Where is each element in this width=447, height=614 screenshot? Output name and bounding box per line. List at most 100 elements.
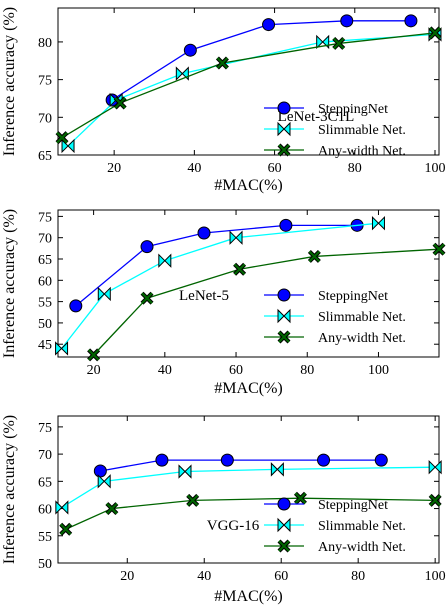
y-tick-label: 60 xyxy=(38,274,52,289)
x-tick-label: 40 xyxy=(187,161,201,176)
data-point-any-width-net xyxy=(87,348,101,362)
data-point-slimmable-net xyxy=(229,230,243,245)
chart-panel-2: 20 40 60 80 100 45 50 55 60 65 70 75 #MAC(%) Inferenc… xyxy=(1,209,446,397)
legend-label-steppingnet: SteppingNet xyxy=(318,102,388,117)
y-tick-label: 70 xyxy=(38,232,52,247)
x-tick-label: 20 xyxy=(107,161,121,176)
data-point-any-width-net xyxy=(428,493,442,507)
plot-frame xyxy=(57,209,440,358)
series-line-slimmable-net xyxy=(61,222,379,349)
legend: SteppingNet Slimmable Net. Any-width Net. xyxy=(264,288,406,346)
y-tick-label: 75 xyxy=(38,421,52,436)
legend-label-slimmable-net: Slimmable Net. xyxy=(318,310,406,325)
data-point-any-width-net xyxy=(233,262,247,276)
y-tick-label: 50 xyxy=(38,317,52,332)
legend-marker-any-width-net xyxy=(277,330,291,344)
y-tick-label: 60 xyxy=(38,503,52,518)
data-point-steppingnet xyxy=(69,299,83,313)
y-tick-label: 55 xyxy=(38,530,52,545)
y-tick-label: 75 xyxy=(38,210,52,225)
data-point-any-width-net xyxy=(307,249,321,263)
legend-label-slimmable-net: Slimmable Net. xyxy=(318,519,406,534)
data-point-slimmable-net xyxy=(55,341,69,356)
data-point-any-width-net xyxy=(293,491,307,505)
y-tick-label: 45 xyxy=(38,338,52,353)
data-point-slimmable-net xyxy=(178,464,192,479)
x-tick-label: 20 xyxy=(87,363,101,378)
legend-label-any-width-net: Any-width Net. xyxy=(318,331,406,346)
y-axis-label: Inference accuracy (%) xyxy=(1,7,18,156)
y-tick-label: 75 xyxy=(38,74,52,89)
data-point-steppingnet xyxy=(340,14,354,28)
data-point-any-width-net xyxy=(140,291,154,305)
plot-frame xyxy=(57,7,440,156)
x-tick-label: 60 xyxy=(268,161,282,176)
chart-panel-3: 20 40 60 80 100 50 55 60 65 70 75 #MAC(%) Inference … xyxy=(1,415,446,605)
y-tick-label: 70 xyxy=(38,111,52,126)
plot-data xyxy=(55,216,446,362)
legend-marker-any-width-net xyxy=(277,143,291,157)
data-point-slimmable-net xyxy=(55,500,69,515)
plot-data xyxy=(55,14,442,154)
data-point-steppingnet xyxy=(140,240,154,254)
x-tick-label: 80 xyxy=(300,363,314,378)
data-point-any-width-net xyxy=(332,36,346,50)
x-axis-label: #MAC(%) xyxy=(214,177,282,194)
y-tick-label: 80 xyxy=(38,36,52,51)
panel-annotation: LeNet-3C1L xyxy=(278,109,355,125)
data-point-any-width-net xyxy=(432,242,446,256)
data-point-slimmable-net xyxy=(97,474,111,489)
data-point-steppingnet xyxy=(197,226,211,240)
data-point-any-width-net xyxy=(428,26,442,40)
panel-annotation: LeNet-5 xyxy=(179,288,229,304)
y-tick-label: 70 xyxy=(38,448,52,463)
legend-marker-steppingnet xyxy=(277,101,291,115)
data-point-steppingnet xyxy=(93,464,107,478)
series-line-any-width-net xyxy=(61,32,436,139)
x-tick-label: 20 xyxy=(120,569,134,584)
y-tick-label: 50 xyxy=(38,557,52,572)
x-tick-label: 80 xyxy=(351,569,365,584)
legend-marker-steppingnet xyxy=(277,497,291,511)
data-point-any-width-net xyxy=(55,131,69,145)
series-line-steppingnet xyxy=(100,459,382,472)
data-point-steppingnet xyxy=(374,453,388,467)
legend-marker-slimmable-net xyxy=(277,121,291,137)
data-point-steppingnet xyxy=(317,453,331,467)
legend-label-slimmable-net: Slimmable Net. xyxy=(318,123,406,138)
legend: SteppingNet Slimmable Net. Any-width Net. xyxy=(264,101,406,159)
data-point-slimmable-net xyxy=(316,34,330,50)
legend-marker-slimmable-net xyxy=(277,308,291,324)
legend-label-steppingnet: SteppingNet xyxy=(318,498,388,513)
data-point-any-width-net xyxy=(105,502,119,516)
legend-label-any-width-net: Any-width Net. xyxy=(318,540,406,555)
panel-annotation: VGG-16 xyxy=(207,518,260,534)
legend-marker-any-width-net xyxy=(277,539,291,553)
plot-frame xyxy=(57,415,440,564)
legend-label-steppingnet: SteppingNet xyxy=(318,289,388,304)
x-tick-label: 60 xyxy=(229,363,243,378)
y-axis-label: Inference accuracy (%) xyxy=(1,415,18,564)
plot-data xyxy=(55,453,442,536)
y-axis-label: Inference accuracy (%) xyxy=(1,209,18,358)
data-point-slimmable-net xyxy=(158,253,172,268)
x-tick-label: 80 xyxy=(348,161,362,176)
data-point-slimmable-net xyxy=(175,66,189,81)
data-point-any-width-net xyxy=(186,493,200,507)
data-point-steppingnet xyxy=(220,453,234,467)
x-tick-label: 100 xyxy=(425,569,446,584)
data-point-any-width-net xyxy=(59,522,73,536)
data-point-any-width-net xyxy=(113,96,127,110)
x-axis-label: #MAC(%) xyxy=(214,380,282,397)
data-point-steppingnet xyxy=(155,453,169,467)
x-axis-label: #MAC(%) xyxy=(214,588,282,605)
data-point-slimmable-net xyxy=(270,462,284,477)
x-tick-label: 100 xyxy=(368,363,389,378)
data-point-any-width-net xyxy=(215,56,229,70)
legend-marker-slimmable-net xyxy=(277,517,291,533)
data-point-steppingnet xyxy=(262,18,276,32)
y-tick-label: 65 xyxy=(38,149,52,164)
x-tick-label: 100 xyxy=(424,161,445,176)
y-tick-label: 65 xyxy=(38,253,52,268)
